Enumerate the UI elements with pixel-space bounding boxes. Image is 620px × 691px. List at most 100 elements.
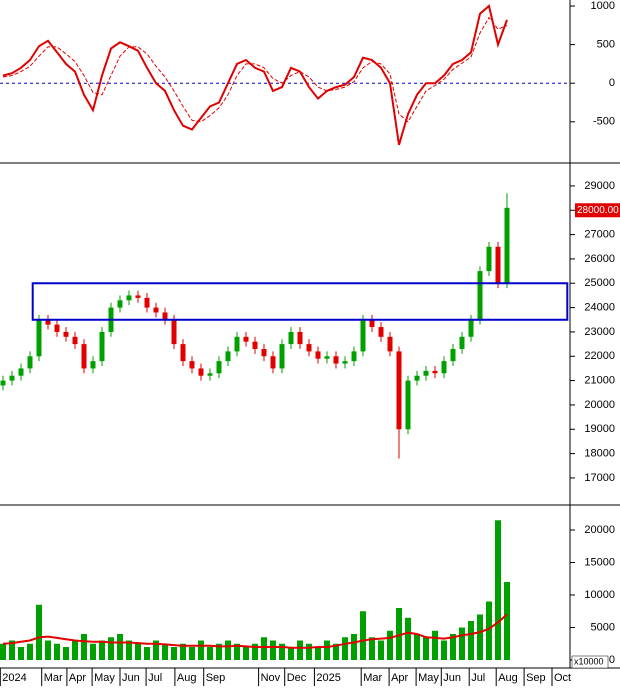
volume-bar	[404, 617, 411, 661]
candle-body	[9, 375, 15, 381]
volume-bar	[80, 634, 87, 661]
volume-bar	[188, 647, 195, 661]
volume-bar	[134, 643, 141, 661]
candle-body	[360, 319, 366, 352]
candle-body	[297, 331, 303, 345]
candle-body	[450, 348, 456, 362]
candle-body	[252, 341, 258, 349]
volume-bar	[350, 634, 357, 661]
candle-body	[270, 356, 276, 369]
x-tick-label: Aug	[177, 672, 197, 684]
x-tick-label: Sep	[526, 672, 546, 684]
candle-body	[477, 271, 483, 320]
volume-bar	[440, 640, 447, 661]
candle-body	[72, 336, 78, 345]
candle-body	[369, 319, 375, 328]
volume-bar	[44, 640, 51, 661]
candle-body	[189, 361, 195, 369]
volume-bar	[296, 640, 303, 661]
candle-body	[90, 361, 96, 369]
y-tick-label: 1000	[591, 0, 615, 12]
candle-body	[36, 319, 42, 357]
volume-bar	[467, 621, 474, 661]
volume-bar	[476, 614, 483, 661]
volume-bar	[170, 647, 177, 661]
volume-bar	[449, 634, 456, 661]
indicator-line	[2, 4, 508, 146]
y-tick-label: 0	[609, 77, 615, 89]
candle-body	[468, 319, 474, 337]
candle-body	[351, 351, 357, 362]
volume-bar	[233, 643, 240, 661]
volume-bar	[422, 637, 429, 661]
volume-bar	[278, 643, 285, 661]
volume-bar	[107, 637, 114, 661]
volume-bar	[386, 630, 393, 661]
candle-body	[117, 300, 123, 308]
candle-body	[162, 312, 168, 320]
y-tick-label: 19000	[584, 423, 615, 435]
x-tick-label: Apr	[391, 672, 408, 684]
x-tick-label: Nov	[261, 672, 281, 684]
candle-body	[54, 324, 60, 332]
volume-ma-line	[2, 613, 508, 649]
candle-body	[342, 361, 348, 364]
volume-bar	[224, 640, 231, 661]
x-tick-label: Sep	[206, 672, 226, 684]
candle-body	[432, 370, 438, 374]
candle-body	[135, 295, 141, 298]
volume-bar	[458, 627, 465, 661]
volume-bar	[314, 647, 321, 661]
y-tick-label: 27000	[584, 229, 615, 241]
x-tick-label: Dec	[287, 672, 307, 684]
volume-bar	[125, 640, 132, 661]
volume-bar	[197, 640, 204, 661]
y-tick-label: 24000	[584, 302, 615, 314]
candle-body	[423, 370, 429, 376]
volume-bar	[62, 647, 69, 661]
volume-bar	[260, 637, 267, 661]
candle-body	[45, 319, 51, 325]
y-tick-label: 17000	[584, 472, 615, 484]
volume-bar	[287, 647, 294, 661]
y-tick-label: 29000	[584, 180, 615, 192]
volume-bar	[17, 647, 24, 661]
candle-body	[153, 307, 159, 313]
candle-body	[405, 380, 411, 430]
y-tick-label: 18000	[584, 448, 615, 460]
volume-bar	[242, 647, 249, 661]
candle-body	[414, 375, 420, 381]
x-tick-label: May	[418, 672, 439, 684]
y-tick-label: 10000	[584, 589, 615, 601]
candle-body	[198, 368, 204, 376]
volume-bar	[71, 640, 78, 661]
indicator-line	[2, 16, 508, 123]
y-tick-label: 21000	[584, 375, 615, 387]
candle-body	[378, 327, 384, 337]
candle-body	[459, 336, 465, 349]
volume-bar	[0, 643, 6, 661]
candle-body	[126, 295, 132, 301]
volume-bar	[89, 643, 96, 661]
volume-bar	[431, 630, 438, 661]
x-tick-label: Apr	[69, 672, 86, 684]
candle-body	[99, 331, 105, 362]
y-tick-label: 500	[597, 39, 615, 51]
x-tick-label: May	[94, 672, 115, 684]
candle-body	[234, 336, 240, 352]
y-tick-label: 26000	[584, 253, 615, 265]
candle-body	[18, 368, 24, 376]
candle-body	[504, 207, 510, 284]
candle-body	[180, 344, 186, 362]
candle-body	[216, 361, 222, 374]
x-tick-label: 2025	[316, 672, 340, 684]
volume-bar	[53, 643, 60, 661]
volume-bar	[503, 582, 510, 661]
price-zone	[31, 282, 569, 321]
volume-bar	[35, 604, 42, 661]
volume-bar	[494, 520, 501, 661]
volume-bar	[116, 634, 123, 661]
candle-body	[495, 246, 501, 284]
volume-bar	[215, 643, 222, 661]
